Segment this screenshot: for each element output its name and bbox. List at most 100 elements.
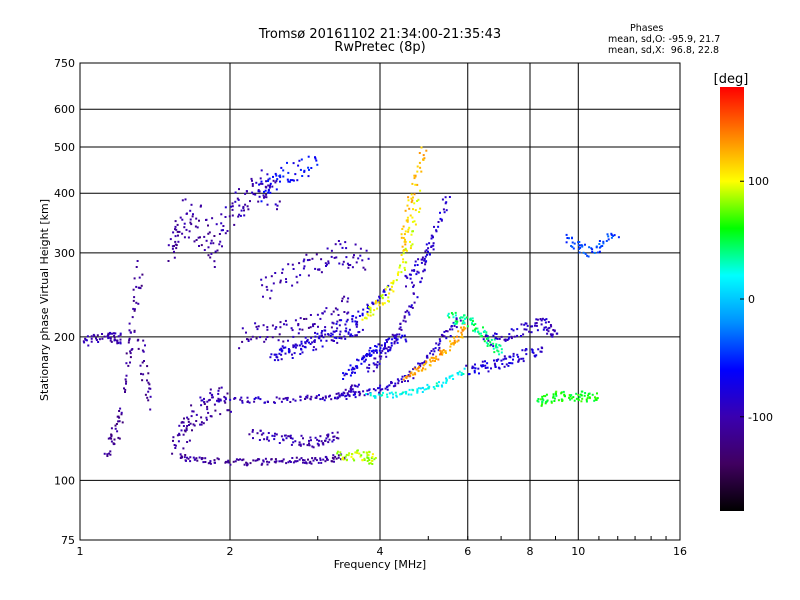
scatter-point: [333, 330, 336, 333]
scatter-point: [410, 371, 413, 374]
scatter-point: [396, 272, 399, 275]
scatter-point: [233, 223, 236, 226]
scatter-point: [276, 178, 279, 181]
scatter-point: [449, 349, 451, 352]
scatter-point: [573, 399, 576, 402]
scatter-point: [245, 190, 248, 193]
scatter-point: [255, 325, 258, 328]
scatter-point: [315, 395, 318, 398]
scatter-point: [430, 246, 433, 248]
scatter-point: [220, 386, 223, 389]
scatter-point: [291, 284, 294, 287]
scatter-point: [231, 208, 234, 211]
scatter-point: [371, 456, 374, 458]
scatter-point: [351, 388, 354, 391]
scatter-point: [404, 391, 407, 393]
scatter-point: [348, 328, 351, 331]
scatter-point: [337, 454, 340, 457]
scatter-point: [588, 396, 591, 399]
scatter-point: [303, 318, 306, 320]
scatter-point: [379, 384, 382, 387]
scatter-point: [146, 396, 149, 399]
scatter-point: [596, 251, 599, 254]
scatter-point: [281, 459, 284, 462]
scatter-point: [371, 350, 373, 353]
scatter-point: [476, 327, 479, 330]
scatter-point: [605, 240, 608, 242]
scatter-point: [110, 427, 113, 430]
scatter-point: [335, 330, 338, 332]
scatter-point: [365, 249, 368, 252]
scatter-point: [424, 263, 427, 266]
scatter-point: [479, 335, 482, 338]
scatter-point: [407, 228, 410, 231]
scatter-point: [318, 337, 321, 340]
scatter-point: [312, 323, 314, 326]
scatter-point: [471, 367, 474, 370]
scatter-point: [414, 264, 416, 267]
scatter-point: [460, 326, 462, 329]
scatter-point: [268, 186, 271, 189]
scatter-point: [119, 332, 122, 335]
scatter-point: [412, 230, 414, 233]
scatter-point: [139, 287, 142, 290]
scatter-point: [508, 362, 511, 364]
scatter-point: [524, 322, 527, 325]
scatter-point: [348, 390, 350, 393]
scatter-point: [192, 423, 195, 426]
scatter-point: [445, 330, 448, 332]
scatter-point: [602, 240, 605, 243]
scatter-point: [270, 458, 273, 461]
scatter-point: [316, 332, 319, 335]
scatter-point: [522, 360, 525, 363]
scatter-point: [530, 348, 533, 351]
scatter-point: [403, 315, 406, 318]
scatter-point: [175, 244, 178, 247]
scatter-point: [174, 447, 177, 449]
scatter-point: [298, 159, 301, 162]
scatter-point: [523, 323, 526, 326]
scatter-point: [330, 313, 333, 316]
scatter-point: [129, 356, 132, 359]
scatter-point: [412, 292, 415, 295]
scatter-point: [445, 381, 448, 384]
scatter-point: [404, 247, 407, 250]
scatter-point: [490, 367, 492, 370]
scatter-point: [571, 245, 574, 248]
scatter-point: [399, 264, 402, 267]
scatter-point: [455, 322, 458, 325]
scatter-point: [175, 247, 178, 250]
scatter-point: [213, 461, 216, 464]
scatter-point: [546, 399, 549, 402]
scatter-point: [181, 232, 184, 235]
scatter-point: [411, 182, 414, 185]
scatter-point: [222, 229, 224, 232]
scatter-point: [253, 398, 256, 400]
scatter-point: [246, 396, 249, 399]
scatter-point: [406, 309, 409, 312]
scatter-point: [452, 343, 455, 346]
scatter-point: [368, 462, 371, 465]
scatter-point: [487, 370, 490, 373]
scatter-point: [282, 458, 285, 461]
scatter-point: [141, 273, 144, 276]
scatter-point: [412, 389, 415, 392]
scatter-point: [109, 339, 112, 342]
scatter-point: [196, 459, 199, 462]
scatter-point: [402, 225, 405, 228]
scatter-point: [147, 399, 150, 402]
scatter-point: [541, 395, 544, 398]
scatter-point: [97, 341, 100, 343]
scatter-point: [300, 340, 303, 343]
scatter-point: [377, 393, 380, 396]
scatter-point: [394, 382, 397, 385]
scatter-point: [507, 364, 510, 367]
scatter-point: [213, 260, 216, 263]
scatter-point: [320, 271, 323, 274]
scatter-point: [410, 233, 413, 236]
scatter-point: [400, 254, 403, 256]
scatter-point: [292, 179, 295, 182]
scatter-point: [352, 256, 355, 259]
scatter-point: [378, 355, 381, 358]
scatter-point: [280, 400, 283, 403]
